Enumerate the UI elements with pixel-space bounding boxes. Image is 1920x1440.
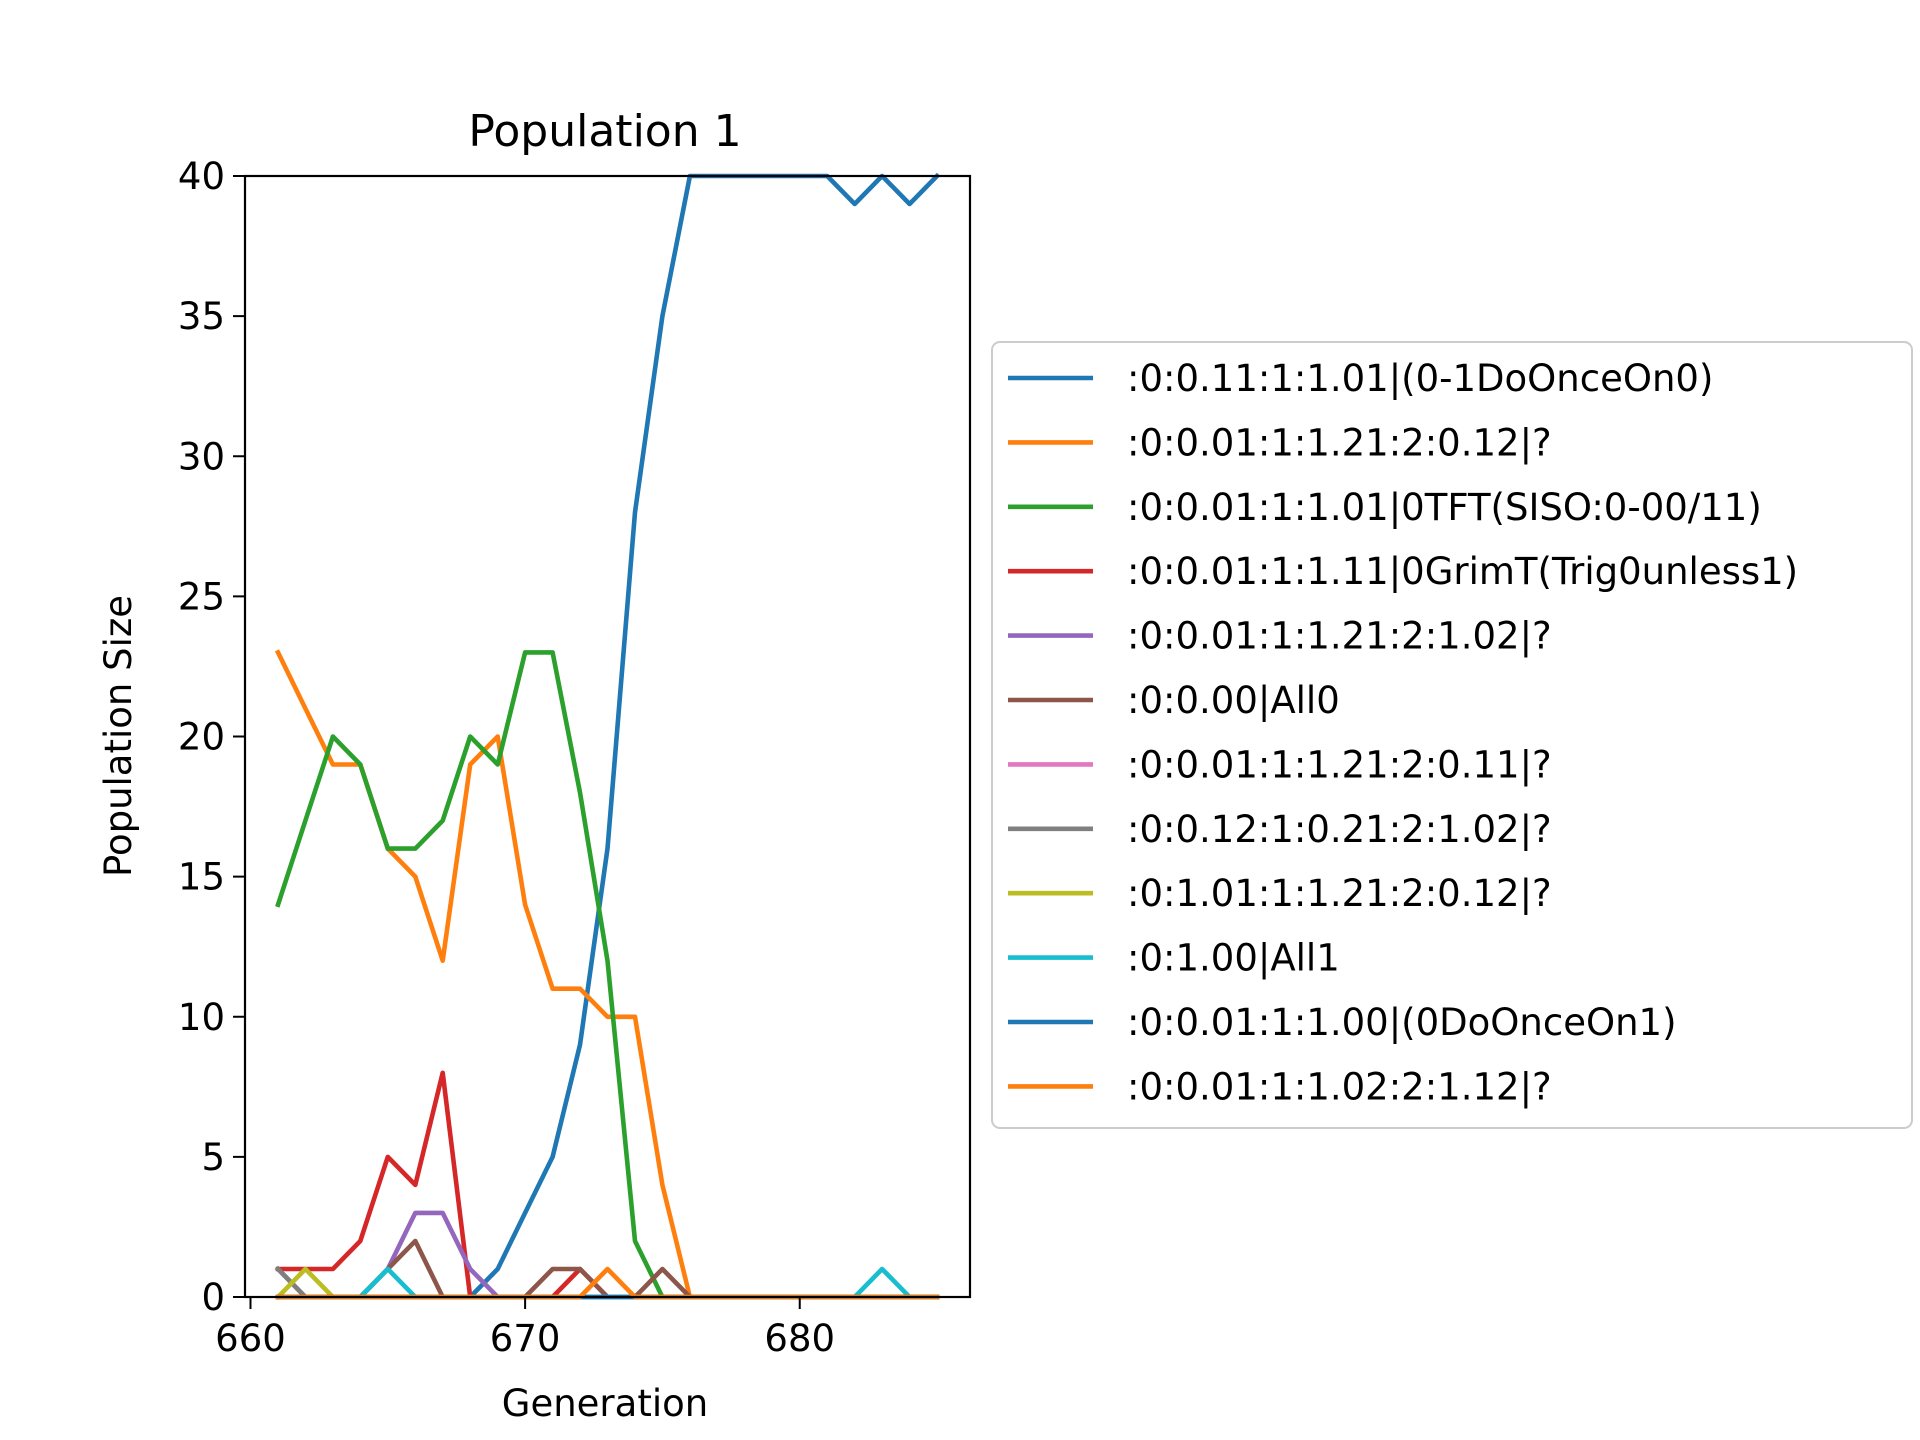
legend-label-7: :0:0.01:1:1.21:2:0.11|? xyxy=(1127,743,1552,786)
legend-label-1: :0:0.11:1:1.01|(0-1DoOnceOn0) xyxy=(1127,357,1713,400)
y-tick-label: 5 xyxy=(201,1136,225,1179)
y-axis: 0 5 10 15 20 25 30 35 40 xyxy=(178,155,245,1319)
legend-label-10: :0:1.00|All1 xyxy=(1127,937,1340,980)
y-tick-label: 10 xyxy=(178,996,225,1039)
legend-label-4: :0:0.01:1:1.11|0GrimT(Trig0unless1) xyxy=(1127,550,1798,593)
legend-label-6: :0:0.00|All0 xyxy=(1127,679,1340,722)
legend-label-8: :0:0.12:1:0.21:2:1.02|? xyxy=(1127,808,1552,851)
legend-box xyxy=(991,341,1913,1129)
x-axis: 660 670 680 xyxy=(215,1297,835,1360)
legend-label-9: :0:1.01:1:1.21:2:0.12|? xyxy=(1127,872,1552,915)
x-tick-label: 670 xyxy=(490,1317,561,1360)
x-tick-label: 680 xyxy=(764,1317,835,1360)
y-tick-label: 20 xyxy=(178,716,225,759)
y-axis-label: Population Size xyxy=(97,595,140,877)
x-axis-label: Generation xyxy=(502,1382,708,1425)
legend-label-2: :0:0.01:1:1.21:2:0.12|? xyxy=(1127,421,1552,464)
legend-label-3: :0:0.01:1:1.01|0TFT(SISO:0-00/11) xyxy=(1127,486,1762,529)
chart-title: Population 1 xyxy=(468,106,741,157)
legend-entries: :0:0.11:1:1.01|(0-1DoOnceOn0) :0:0.01:1:1… xyxy=(1008,357,1798,1108)
y-tick-label: 15 xyxy=(178,856,225,899)
y-tick-label: 40 xyxy=(178,155,225,198)
x-tick-label: 660 xyxy=(215,1317,286,1360)
y-tick-label: 25 xyxy=(178,575,225,618)
plot-area xyxy=(243,172,972,1301)
legend: :0:0.11:1:1.01|(0-1DoOnceOn0) :0:0.01:1:1… xyxy=(991,341,1913,1129)
y-tick-label: 0 xyxy=(201,1276,225,1319)
y-tick-label: 35 xyxy=(178,295,225,338)
y-tick-label: 30 xyxy=(178,435,225,478)
legend-label-5: :0:0.01:1:1.21:2:1.02|? xyxy=(1127,615,1552,658)
legend-label-11: :0:0.01:1:1.00|(0DoOnceOn1) xyxy=(1127,1001,1677,1044)
legend-label-12: :0:0.01:1:1.02:2:1.12|? xyxy=(1127,1065,1552,1108)
